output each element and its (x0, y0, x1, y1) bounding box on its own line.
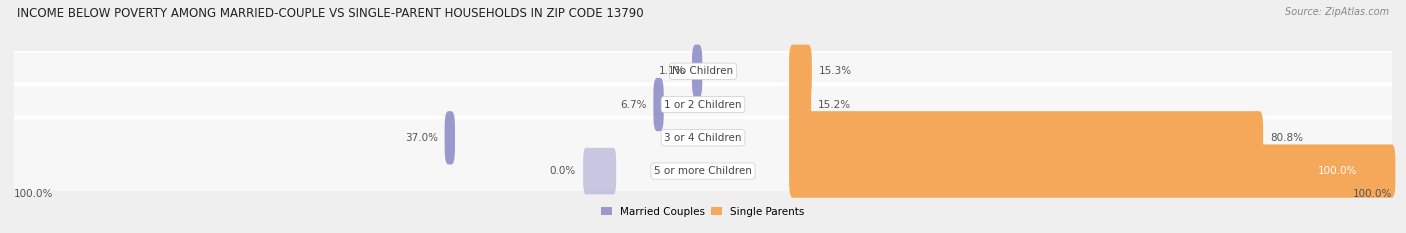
Text: 100.0%: 100.0% (1317, 166, 1358, 176)
FancyBboxPatch shape (6, 18, 1400, 125)
Text: INCOME BELOW POVERTY AMONG MARRIED-COUPLE VS SINGLE-PARENT HOUSEHOLDS IN ZIP COD: INCOME BELOW POVERTY AMONG MARRIED-COUPL… (17, 7, 644, 20)
Text: 5 or more Children: 5 or more Children (654, 166, 752, 176)
FancyBboxPatch shape (6, 51, 1400, 158)
Text: 100.0%: 100.0% (14, 189, 53, 199)
Legend: Married Couples, Single Parents: Married Couples, Single Parents (602, 207, 804, 217)
Text: 37.0%: 37.0% (405, 133, 437, 143)
Text: 1.1%: 1.1% (658, 66, 685, 76)
FancyBboxPatch shape (654, 78, 664, 131)
Text: 80.8%: 80.8% (1270, 133, 1303, 143)
Text: Source: ZipAtlas.com: Source: ZipAtlas.com (1285, 7, 1389, 17)
FancyBboxPatch shape (789, 45, 811, 98)
FancyBboxPatch shape (444, 111, 456, 164)
Text: 15.3%: 15.3% (818, 66, 852, 76)
FancyBboxPatch shape (789, 144, 1395, 198)
Text: 3 or 4 Children: 3 or 4 Children (664, 133, 742, 143)
FancyBboxPatch shape (6, 117, 1400, 225)
Text: 100.0%: 100.0% (1353, 189, 1392, 199)
Text: 6.7%: 6.7% (620, 99, 647, 110)
FancyBboxPatch shape (583, 148, 616, 194)
FancyBboxPatch shape (789, 111, 1263, 164)
Text: 15.2%: 15.2% (818, 99, 851, 110)
FancyBboxPatch shape (6, 84, 1400, 191)
Text: 1 or 2 Children: 1 or 2 Children (664, 99, 742, 110)
Text: 0.0%: 0.0% (550, 166, 575, 176)
FancyBboxPatch shape (789, 78, 811, 131)
Text: No Children: No Children (672, 66, 734, 76)
FancyBboxPatch shape (692, 45, 703, 98)
